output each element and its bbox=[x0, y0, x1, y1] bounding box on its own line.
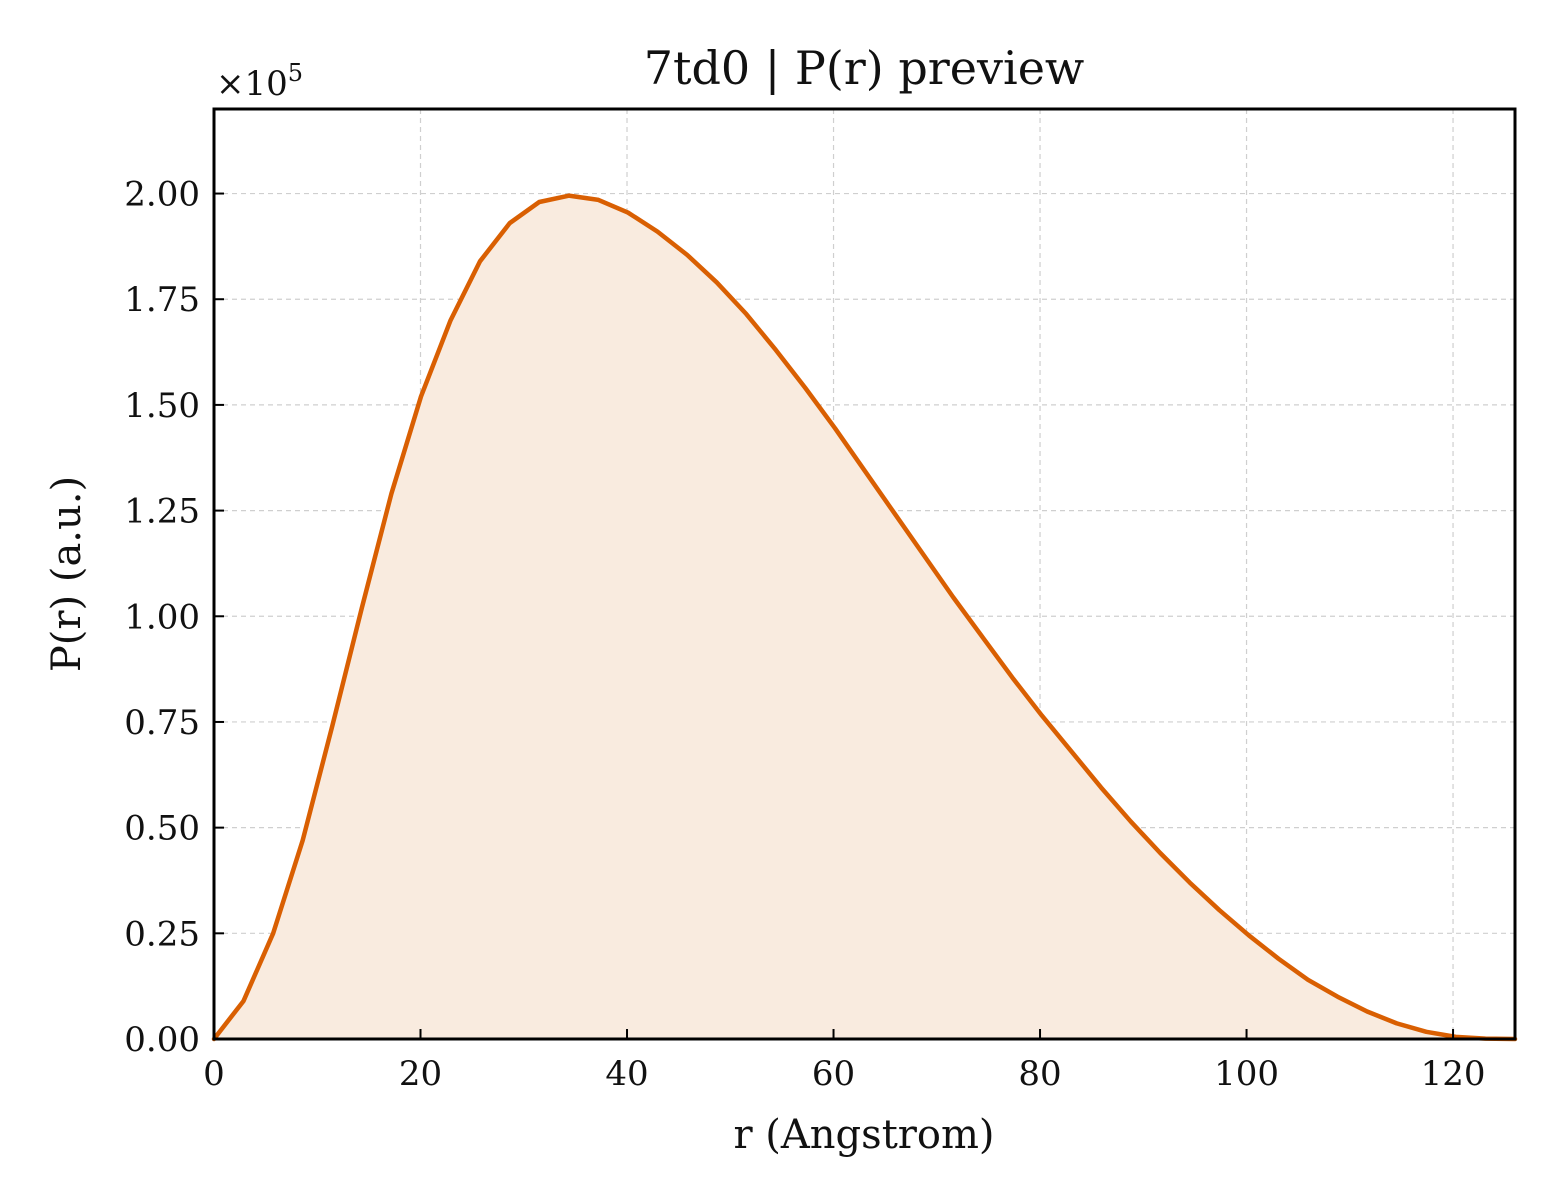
y-axis-label: P(r) (a.u.) bbox=[44, 476, 90, 672]
x-axis-label: r (Angstrom) bbox=[733, 1112, 994, 1158]
x-tick-label: 20 bbox=[399, 1054, 442, 1094]
y-tick-label: 2.00 bbox=[124, 175, 200, 215]
chart-title: 7td0 | P(r) preview bbox=[644, 41, 1085, 95]
y-tick-label: 0.00 bbox=[124, 1020, 200, 1060]
x-tick-label: 80 bbox=[1018, 1054, 1061, 1094]
y-scale-exponent: 5 bbox=[288, 59, 303, 87]
x-tick-label: 120 bbox=[1421, 1054, 1486, 1094]
x-axis-ticks: 0 20 40 60 80 100 120 bbox=[203, 1029, 1486, 1094]
plot-frame bbox=[212, 107, 1517, 1041]
x-tick-label: 60 bbox=[812, 1054, 855, 1094]
y-axis-ticks: 0.00 0.25 0.50 0.75 1.00 1.25 1.50 1.75 2.00 bbox=[124, 175, 224, 1060]
series-line bbox=[211, 193, 1518, 1042]
y-tick-label: 1.50 bbox=[124, 386, 200, 426]
y-tick-label: 0.75 bbox=[124, 703, 200, 743]
x-tick-label: 40 bbox=[605, 1054, 648, 1094]
y-tick-label: 1.25 bbox=[124, 492, 200, 532]
y-tick-label: 1.00 bbox=[124, 597, 200, 637]
y-tick-label: 1.75 bbox=[124, 280, 200, 320]
x-tick-label: 100 bbox=[1214, 1054, 1279, 1094]
x-tick-label: 0 bbox=[203, 1054, 225, 1094]
y-tick-label: 0.25 bbox=[124, 914, 200, 954]
y-scale-base: ×10 bbox=[216, 64, 288, 104]
y-scale-multiplier: ×105 bbox=[216, 59, 303, 104]
y-tick-label: 0.50 bbox=[124, 809, 200, 849]
area-fill bbox=[214, 195, 1515, 1039]
